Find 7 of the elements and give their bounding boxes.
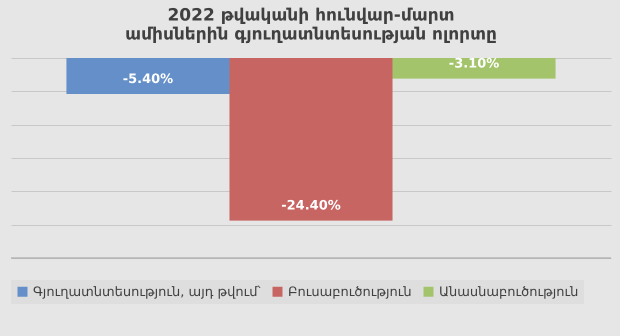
- legend-label: Անասնաբուծություն: [439, 284, 578, 300]
- data-label: -5.40%: [122, 72, 174, 87]
- chart-title: 2022 թվականի հունվար-մարտ ամիսներին գյուղատնտեսության ոլորտը: [125, 6, 497, 45]
- data-label: -24.40%: [281, 198, 341, 214]
- legend-label: Բուսաբուծություն: [288, 284, 412, 300]
- legend-label: Գյուղատնտեսություն, այդ թվում՝: [33, 284, 262, 300]
- data-label: -3.10%: [448, 56, 500, 72]
